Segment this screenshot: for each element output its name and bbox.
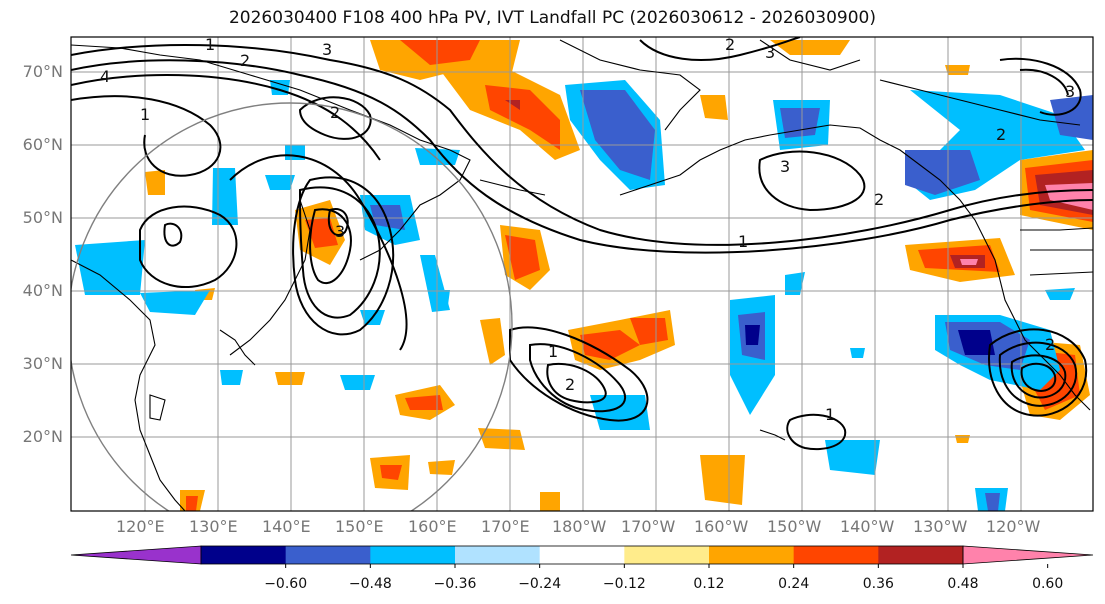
- colorbar-tick-label: −0.48: [348, 576, 392, 592]
- contour-label: 2: [240, 51, 250, 70]
- contour-label: 2: [565, 375, 575, 394]
- contour-label: 2: [725, 35, 735, 54]
- colorbar-tick-label: 0.24: [778, 576, 810, 592]
- lon-label-130e: 130°E: [189, 517, 238, 536]
- colorbar-tick-label: 0.48: [947, 576, 979, 592]
- colorbar-tick-label: −0.24: [518, 576, 562, 592]
- colorbar-segment: [370, 546, 456, 564]
- contour-label: 1: [548, 342, 558, 361]
- colorbar-extend-min: [70, 545, 202, 565]
- contour-label: 3: [335, 222, 345, 241]
- lon-label-150w: 150°W: [767, 517, 822, 536]
- colorbar-frame: [200, 545, 964, 565]
- lon-label-140e: 140°E: [262, 517, 311, 536]
- contour-label: 3: [765, 43, 775, 62]
- contour-label: 1: [140, 105, 150, 124]
- lat-label-50n: 50°N: [22, 208, 63, 227]
- colorbar-tick-label: 0.36: [862, 576, 894, 592]
- colorbar-segment: [793, 546, 879, 564]
- lon-label-170e: 170°E: [481, 517, 530, 536]
- colorbar-tick-label: −0.36: [433, 576, 477, 592]
- lon-label-120e: 120°E: [116, 517, 165, 536]
- colorbar-tick-label: −0.12: [602, 576, 646, 592]
- positive-anomalies: [145, 40, 1093, 511]
- map-frame: [70, 36, 1094, 512]
- colorbar: [70, 545, 1094, 568]
- lon-label-120w: 120°W: [986, 517, 1041, 536]
- contour-label: 2: [874, 190, 884, 209]
- lon-label-170w: 170°W: [621, 517, 676, 536]
- contour-labels: 1 2 3 4 1 2 3 2 3 1 2 1 2 3 2 1 2 3: [100, 35, 1075, 424]
- coastlines: [71, 39, 1093, 511]
- contour-label: 1: [738, 232, 748, 251]
- lon-label-130w: 130°W: [913, 517, 968, 536]
- colorbar-segment: [624, 546, 710, 564]
- colorbar-segment: [709, 546, 795, 564]
- map-title: 2026030400 F108 400 hPa PV, IVT Landfall…: [228, 8, 876, 28]
- contour-label: 3: [1065, 82, 1075, 101]
- contour-label: 1: [825, 405, 835, 424]
- colorbar-segment: [539, 546, 625, 564]
- lon-label-160w: 160°W: [694, 517, 749, 536]
- colorbar-extend-max: [962, 545, 1094, 565]
- lon-label-140w: 140°W: [840, 517, 895, 536]
- lon-label-180w: 180°W: [552, 517, 607, 536]
- lat-label-20n: 20°N: [22, 427, 63, 446]
- colorbar-tick-label: −0.60: [264, 576, 308, 592]
- contour-label: 2: [1045, 335, 1055, 354]
- contour-label: 1: [205, 35, 215, 54]
- colorbar-tick-label: 0.12: [693, 576, 725, 592]
- lon-label-150e: 150°E: [335, 517, 384, 536]
- pc-contours: [71, 37, 1093, 450]
- colorbar-segment: [878, 546, 964, 564]
- radius-circle: [71, 102, 513, 511]
- colorbar-segment: [455, 546, 541, 564]
- colorbar-segment: [285, 546, 371, 564]
- contour-label: 4: [100, 67, 110, 86]
- contour-label: 3: [780, 157, 790, 176]
- contour-label: 3: [322, 40, 332, 59]
- contour-label: 2: [330, 103, 340, 122]
- lat-label-30n: 30°N: [22, 354, 63, 373]
- colorbar-segment: [201, 546, 287, 564]
- lat-label-40n: 40°N: [22, 281, 63, 300]
- contour-label: 2: [996, 125, 1006, 144]
- colorbar-tick-label: 0.60: [1032, 576, 1064, 592]
- lat-label-60n: 60°N: [22, 135, 63, 154]
- pv-shading: [75, 40, 1093, 511]
- lat-label-70n: 70°N: [22, 62, 63, 81]
- lon-label-160e: 160°E: [408, 517, 457, 536]
